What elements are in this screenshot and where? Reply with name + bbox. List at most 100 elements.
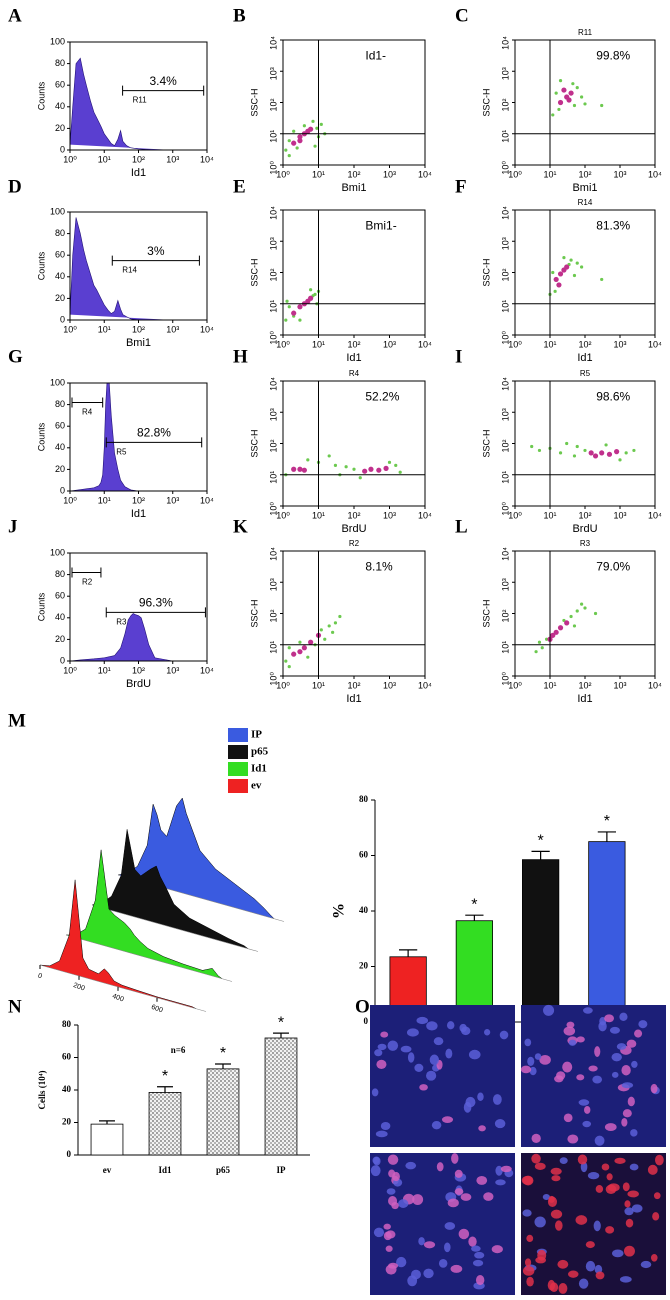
x-tick-label: 10⁴ <box>648 680 662 690</box>
density-core-point <box>301 645 307 651</box>
event-point <box>600 103 604 108</box>
nucleus <box>611 1053 622 1062</box>
nucleus <box>475 1275 485 1286</box>
x-tick-label: 0 <box>37 972 43 980</box>
nucleus <box>385 1245 393 1252</box>
waterfall-baseline <box>39 964 207 1012</box>
y-tick-label: 10¹ <box>500 130 510 143</box>
event-point <box>624 451 628 455</box>
x-tick-label: 10³ <box>383 169 396 179</box>
y-tick-label: 10² <box>268 440 278 453</box>
plot-frame <box>514 380 656 507</box>
x-tick-label: 10¹ <box>543 339 556 349</box>
nucleus <box>550 1209 563 1219</box>
event-point <box>394 463 398 467</box>
plot-frame <box>282 380 426 507</box>
nucleus <box>584 1105 591 1114</box>
y-tick-label: 10⁰ <box>500 672 510 686</box>
nucleus <box>418 1237 425 1246</box>
histogram-area <box>69 613 207 662</box>
bar <box>90 1123 124 1156</box>
nucleus <box>563 1026 576 1036</box>
gate <box>71 567 102 578</box>
y-tick-label: 10¹ <box>268 300 278 313</box>
panel-letter: I <box>455 346 462 367</box>
gate <box>71 397 104 408</box>
gate-percent: 3.4% <box>149 74 177 88</box>
nucleus <box>407 1052 415 1063</box>
event-point <box>352 467 356 471</box>
significance-star: * <box>162 1068 168 1085</box>
event-point <box>287 664 291 669</box>
event-point <box>319 628 323 632</box>
nucleus <box>557 1259 569 1269</box>
x-axis-label: BrdU <box>572 523 597 535</box>
y-axis-label: Counts <box>36 422 46 451</box>
event-point <box>572 454 577 458</box>
nucleus <box>583 1007 593 1014</box>
y-tick-label: 0 <box>67 1149 72 1159</box>
x-tick-label: 10³ <box>166 324 179 334</box>
nucleus <box>543 1004 555 1016</box>
nucleus <box>444 1242 451 1253</box>
nucleus <box>438 1258 448 1268</box>
event-point <box>331 630 335 634</box>
event-point <box>292 129 296 133</box>
nucleus <box>638 1020 648 1029</box>
event-point <box>323 637 327 641</box>
y-tick-label: 20 <box>55 123 65 133</box>
density-core-point <box>557 99 564 106</box>
nucleus <box>387 1040 399 1051</box>
density-core-point <box>362 468 368 474</box>
nucleus <box>619 1276 632 1283</box>
event-point <box>284 659 288 663</box>
y-tick-label: 40 <box>359 905 369 915</box>
nucleus <box>459 1023 467 1033</box>
event-point <box>551 113 555 117</box>
nucleus <box>558 1283 568 1294</box>
nucleus <box>491 1245 503 1254</box>
event-point <box>315 126 319 130</box>
bar <box>206 1068 240 1156</box>
nucleus <box>625 1218 634 1228</box>
y-tick-label: 10² <box>268 99 278 112</box>
density-core-point <box>308 295 314 301</box>
y-tick-label: 10¹ <box>268 471 278 484</box>
y-axis-label: SSC-H <box>481 599 491 627</box>
bar <box>264 1037 298 1156</box>
y-tick-label: 10⁰ <box>268 672 278 686</box>
panel-letter: D <box>8 176 22 197</box>
y-axis-label: Counts <box>36 592 46 621</box>
density-core-point <box>592 453 599 459</box>
x-tick-label: 10¹ <box>312 510 325 520</box>
event-point <box>284 148 288 152</box>
x-tick-label: 10⁰ <box>508 680 522 690</box>
event-point <box>287 646 291 650</box>
quadrant-annotation: Id1- <box>365 48 386 62</box>
event-point <box>604 443 608 447</box>
y-tick-label: 10¹ <box>500 300 510 313</box>
density-core-point <box>553 276 559 283</box>
event-point <box>580 265 584 269</box>
y-tick-label: 10³ <box>268 67 278 80</box>
y-tick-label: 10⁴ <box>268 206 278 220</box>
nucleus <box>371 1088 379 1097</box>
density-core-point <box>291 466 297 472</box>
nucleus <box>524 1038 532 1047</box>
nucleus <box>650 1083 658 1094</box>
density-core-point <box>564 264 570 270</box>
event-point <box>554 91 558 95</box>
y-axis-label: Cells (10⁴) <box>37 1071 47 1110</box>
nucleus <box>373 1156 381 1166</box>
nucleus <box>594 1046 601 1057</box>
density-core-point <box>308 639 314 645</box>
gate-title: R3 <box>580 539 591 548</box>
nucleus <box>567 1134 579 1144</box>
panel-letter: G <box>8 346 23 367</box>
error-bar <box>273 1032 289 1038</box>
x-tick-label: 10¹ <box>98 665 111 675</box>
significance-star: * <box>471 896 477 913</box>
nucleus <box>527 1056 535 1066</box>
nucleus <box>383 1223 391 1230</box>
x-tick-label: 10³ <box>383 510 396 520</box>
